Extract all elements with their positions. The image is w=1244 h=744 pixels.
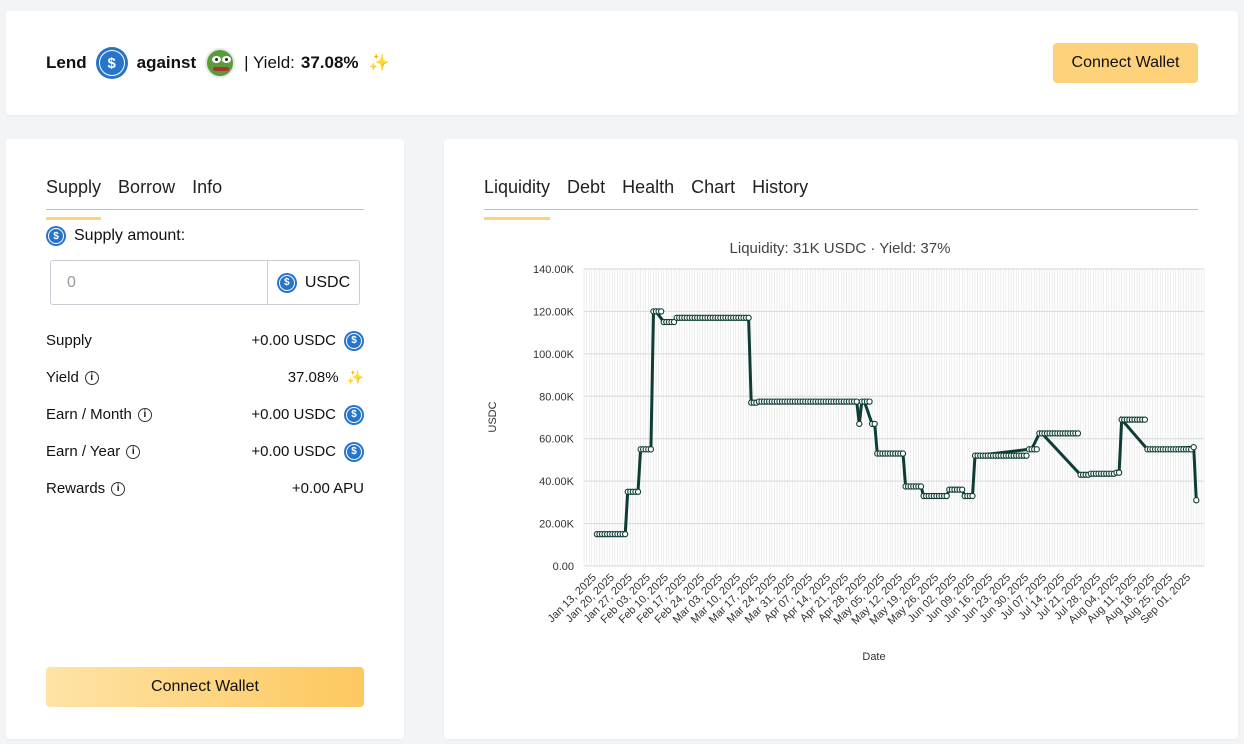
tab-health[interactable]: Health [622,177,675,197]
info-icon[interactable]: i [84,370,99,385]
y-tick-label: 40.00K [539,476,575,488]
tab-borrow[interactable]: Borrow [118,177,176,197]
header-yield-value: 37.08% [300,53,359,72]
tab-chart[interactable]: Chart [691,177,736,197]
data-point [1190,444,1197,451]
tab-supply[interactable]: Supply [46,174,118,220]
chart-title: Liquidity: 31K USDC · Yield: 37% [730,240,951,257]
tab-history[interactable]: History [752,177,809,197]
supply-stats: Supply +0.00 USDC $ Yield i 37.08% ✨ Earn /… [46,322,364,507]
y-tick-label: 140.00K [533,264,575,276]
input-unit-label: USDC [304,273,351,291]
stat-value: +0.00 USDC [251,332,336,349]
yield-separator: | Yield: [244,53,295,72]
connect-wallet-button[interactable]: Connect Wallet [46,667,364,707]
stat-label: Yield [46,369,79,386]
y-tick-labels: 0.00 20.00K 40.00K 60.00K 80.00K 100.00K 120.0… [533,264,575,573]
y-tick-label: 120.00K [533,306,575,318]
market-title: Lend $ against | Yield: 37.08% ✨ [46,47,390,79]
data-point [1033,446,1040,453]
supply-amount-label: $ Supply amount: [46,226,185,246]
y-gridlines [584,268,1204,567]
data-point [1023,452,1030,459]
pepe-token-icon [205,48,236,78]
data-point [1115,469,1123,476]
y-tick-label: 100.00K [533,349,575,361]
data-point [634,488,642,495]
left-tabs: Supply Borrow Info [46,174,364,220]
stat-yield: Yield i 37.08% ✨ [46,359,364,396]
info-icon[interactable]: i [111,481,126,496]
lend-label: Lend [46,53,87,72]
supply-panel: Supply Borrow Info $ Supply amount: $ US… [6,139,404,739]
x-gridlines [583,269,1205,566]
stat-value: 37.08% [287,369,339,386]
y-tick-label: 20.00K [539,519,575,531]
usdc-icon: $ [344,404,364,425]
sparkle-icon: ✨ [368,53,390,72]
data-point [745,314,752,321]
usdc-icon: $ [95,47,128,79]
usdc-icon: $ [46,226,66,246]
data-point [943,492,950,500]
supply-amount-text: Supply amount: [74,227,186,244]
data-point [853,398,860,405]
data-point [969,492,976,500]
stat-rewards: Rewards i +0.00 APU [46,470,364,507]
info-icon[interactable]: i [126,444,141,459]
tab-liquidity[interactable]: Liquidity [484,174,567,220]
liquidity-chart: Liquidity: 31K USDC · Yield: 37% 0.00 20.… [487,240,1205,663]
supply-amount-field: $ USDC [50,260,360,305]
data-point [959,486,966,493]
y-axis-label: USDC [487,401,499,432]
info-icon[interactable]: i [137,407,152,422]
usdc-icon: $ [276,272,297,293]
y-tick-label: 80.00K [539,391,575,403]
stat-label: Earn / Year [46,443,121,460]
x-axis-label: Date [862,651,885,663]
usdc-icon: $ [344,330,364,351]
header-card: Lend $ against | Yield: 37.08% ✨ Connect… [6,11,1238,115]
tab-info[interactable]: Info [192,177,223,197]
stat-label: Rewards [46,480,106,497]
stat-value: +0.00 USDC [251,443,336,460]
against-label: against [136,53,197,72]
usdc-icon: $ [344,441,364,462]
data-point [1193,497,1200,504]
data-point [647,446,655,453]
data-point [866,398,873,405]
stat-label: Earn / Month [46,406,132,423]
stat-label: Supply [46,332,92,349]
stat-value: +0.00 USDC [251,406,336,423]
stat-earn-month: Earn / Month i +0.00 USDC $ [46,396,364,433]
stat-supply: Supply +0.00 USDC $ [46,322,364,359]
right-tabs: Liquidity Debt Health Chart History [484,174,1198,220]
y-tick-label: 0.00 [553,561,574,573]
stat-value: +0.00 APU [291,480,364,497]
connect-wallet-button[interactable]: Connect Wallet [1053,43,1198,83]
y-tick-label: 60.00K [539,434,575,446]
supply-amount-input[interactable] [51,261,267,304]
data-point [622,531,629,538]
sparkle-icon: ✨ [346,369,364,385]
liquidity-series-points [593,308,1200,538]
data-point [917,483,925,490]
data-point [856,420,863,428]
tab-debt[interactable]: Debt [567,177,606,197]
data-point [658,308,665,315]
data-point [1074,430,1082,437]
chart-panel: Liquidity Debt Health Chart History Liqu… [444,139,1238,739]
data-point [899,450,907,457]
data-point [871,420,878,428]
data-point [1141,416,1148,423]
stat-earn-year: Earn / Year i +0.00 USDC $ [46,433,364,470]
input-unit: $ USDC [267,261,359,304]
